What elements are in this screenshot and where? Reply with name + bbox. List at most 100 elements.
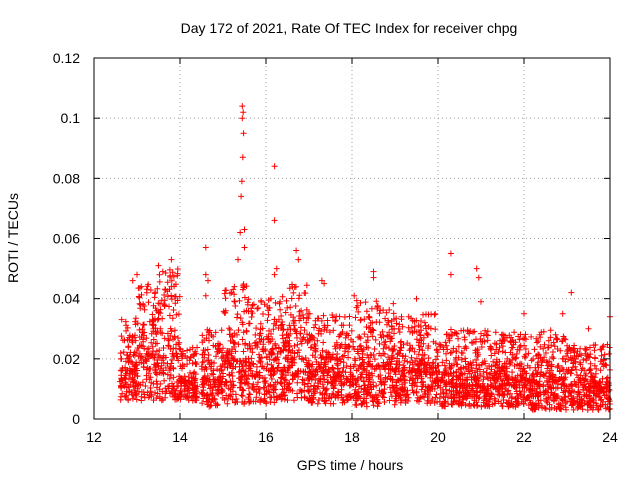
data-point [301,393,308,400]
data-point [133,396,140,403]
data-point [453,389,460,396]
data-point [405,324,412,331]
data-point [324,372,331,379]
data-point [340,359,347,366]
data-point [202,244,209,251]
data-point [561,335,568,342]
data-point [501,337,508,344]
data-point [475,274,482,281]
data-point [223,352,230,359]
data-point [189,385,196,392]
data-point [152,351,159,358]
data-point [200,381,207,388]
data-point [458,349,465,356]
data-point [283,297,290,304]
data-point [527,382,534,389]
data-point [483,393,490,400]
data-point [494,368,501,375]
data-point [215,345,222,352]
data-point [443,357,450,364]
data-point [603,362,610,369]
data-point [253,372,260,379]
data-point [481,389,488,396]
data-point [452,357,459,363]
data-point [329,314,336,321]
data-point [365,344,372,351]
data-point [287,311,294,318]
data-point [499,377,506,384]
data-point [303,319,310,326]
data-point [516,336,523,343]
data-point [368,305,375,312]
data-point [541,404,548,411]
data-point [159,388,166,395]
data-point [512,375,519,382]
data-point [324,379,331,386]
data-point [415,361,422,368]
data-point [279,395,286,402]
data-point [351,292,358,299]
data-point [235,256,241,263]
data-point [535,338,542,345]
data-point [398,338,405,345]
data-point [153,378,160,385]
data-point [284,356,291,363]
data-point [465,361,472,368]
data-point [513,388,520,395]
data-point [239,363,246,370]
data-point [447,250,454,257]
data-point [375,362,382,369]
data-point [175,357,182,364]
data-point [522,331,529,338]
data-point [129,368,136,375]
data-point [254,305,261,312]
data-point [545,362,552,369]
data-point [513,354,520,361]
data-point [401,357,408,364]
data-point [405,394,412,401]
data-point [131,334,138,341]
data-point [239,103,246,110]
data-point [396,359,403,366]
data-point [544,344,551,351]
data-point [413,336,420,343]
data-point [307,383,314,390]
data-point [118,376,125,383]
data-point [246,320,253,327]
data-point [157,306,164,313]
data-point [213,390,220,396]
data-point [443,342,450,349]
data-point [565,346,572,353]
data-point [516,382,523,389]
data-point [432,310,439,317]
data-point [593,400,599,407]
data-point [310,335,317,341]
data-point [505,376,512,383]
data-point [320,339,327,346]
data-point [398,344,405,351]
data-point [580,356,587,363]
data-point [491,350,498,357]
data-point [448,362,455,369]
data-point [306,375,313,382]
data-point [591,383,598,390]
data-point [421,319,428,326]
data-point [427,325,434,332]
data-point [537,397,544,404]
data-point [143,372,150,379]
data-point [408,382,415,389]
data-point [601,392,608,399]
data-point [151,294,158,301]
data-point [480,376,487,383]
data-point [236,375,243,382]
data-point [231,356,238,363]
data-point [232,303,239,309]
data-point [398,397,405,403]
data-point [224,360,231,367]
data-point [301,381,308,388]
data-point [503,399,510,406]
axis-ticks [93,57,611,420]
data-point [476,362,482,369]
data-point [250,381,257,388]
data-point [141,329,148,336]
